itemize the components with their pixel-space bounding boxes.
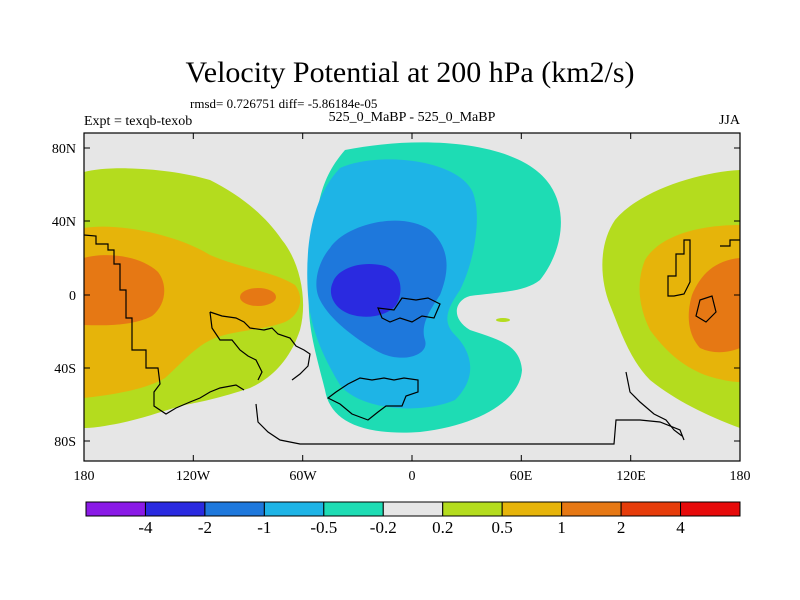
season-label: JJA (719, 113, 741, 128)
x-ticks (83, 133, 741, 461)
colorbar-box (144, 501, 206, 517)
contour-pos-1-west-small (240, 288, 276, 306)
y-tick-label: 0 (69, 289, 76, 304)
x-tick-label: 180 (730, 469, 751, 484)
colorbar-box (442, 501, 503, 517)
contour-field (84, 133, 740, 461)
colorbar-level-label: 4 (676, 518, 685, 537)
colorbar-level-label: -1 (257, 518, 271, 537)
y-tick-label: 80N (52, 142, 76, 157)
y-tick-label: 40S (54, 362, 76, 377)
experiment-label: Expt = texqb-texob (84, 114, 192, 129)
colorbar (85, 501, 741, 517)
stats-label: rmsd= 0.726751 diff= -5.86184e-05 (190, 96, 377, 111)
colorbar-box (620, 501, 682, 517)
colorbar-box (204, 501, 265, 517)
y-ticks (84, 147, 740, 442)
x-tick-label: 60W (289, 469, 317, 484)
colorbar-level-label: -4 (138, 518, 153, 537)
contour-small-blob (496, 318, 510, 322)
colorbar-level-label: 0.2 (432, 518, 453, 537)
colorbar-level-label: -2 (198, 518, 212, 537)
coastlines (84, 234, 740, 445)
x-tick-label: 120W (176, 469, 211, 484)
colorbar-box (561, 501, 622, 517)
colorbar-level-label: -0.5 (310, 518, 337, 537)
colorbar-level-label: -0.2 (370, 518, 397, 537)
case-label: 525_0_MaBP - 525_0_MaBP (329, 110, 496, 125)
x-tick-labels: 180 120W 60W 0 60E 120E 180 (74, 469, 751, 484)
colorbar-level-label: 2 (617, 518, 626, 537)
colorbar-box (382, 501, 444, 517)
chart-title: Velocity Potential at 200 hPa (km2/s) (185, 56, 634, 89)
x-tick-label: 0 (409, 469, 416, 484)
colorbar-labels: -4 -2 -1 -0.5 -0.2 0.2 0.5 1 2 4 (138, 518, 685, 537)
y-tick-label: 80S (54, 435, 76, 450)
colorbar-box (680, 501, 741, 517)
x-tick-label: 60E (510, 469, 533, 484)
colorbar-box (85, 501, 146, 517)
plot-frame (83, 132, 741, 462)
colorbar-box (263, 501, 325, 517)
y-tick-label: 40N (52, 215, 76, 230)
x-tick-label: 180 (74, 469, 95, 484)
contour-neg-2 (330, 263, 401, 317)
y-tick-labels: 80N 40N 0 40S 80S (52, 142, 76, 450)
colorbar-level-label: 0.5 (492, 518, 513, 537)
colorbar-box (323, 501, 384, 517)
x-tick-label: 120E (616, 469, 646, 484)
colorbar-box (501, 501, 563, 517)
colorbar-level-label: 1 (557, 518, 566, 537)
